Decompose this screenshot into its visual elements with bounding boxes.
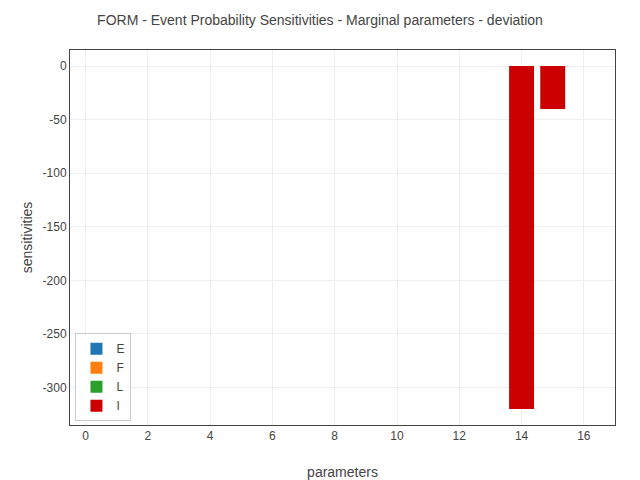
svg-text:-300: -300: [43, 381, 67, 395]
svg-text:-250: -250: [43, 327, 67, 341]
svg-text:E: E: [116, 342, 124, 356]
svg-text:12: 12: [453, 429, 467, 443]
svg-text:14: 14: [515, 429, 529, 443]
svg-text:sensitivities: sensitivities: [19, 202, 35, 274]
svg-text:-200: -200: [43, 274, 67, 288]
svg-text:10: 10: [390, 429, 404, 443]
svg-text:F: F: [116, 361, 123, 375]
svg-text:-100: -100: [43, 166, 67, 180]
svg-text:parameters: parameters: [307, 464, 378, 480]
svg-text:0: 0: [82, 429, 89, 443]
svg-text:6: 6: [269, 429, 276, 443]
svg-text:-50: -50: [49, 113, 67, 127]
svg-text:0: 0: [60, 59, 67, 73]
svg-text:L: L: [116, 380, 123, 394]
svg-text:8: 8: [331, 429, 338, 443]
svg-text:4: 4: [207, 429, 214, 443]
svg-text:2: 2: [145, 429, 152, 443]
svg-text:I: I: [116, 399, 119, 413]
svg-text:16: 16: [577, 429, 591, 443]
svg-text:FORM - Event Probability Sensi: FORM - Event Probability Sensitivities -…: [97, 12, 543, 28]
svg-text:-150: -150: [43, 220, 67, 234]
